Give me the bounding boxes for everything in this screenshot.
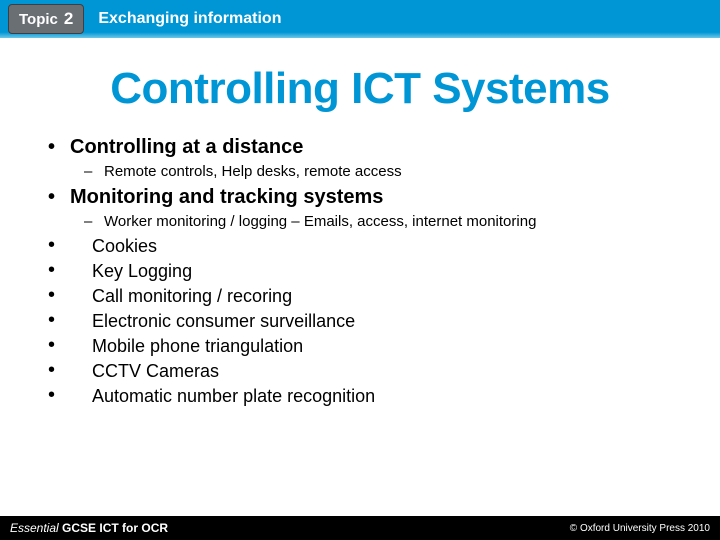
sub-bullet: Remote controls, Help desks, remote acce… — [44, 163, 676, 180]
topic-badge: Topic 2 — [8, 4, 84, 34]
main-bullet: Monitoring and tracking systems — [44, 186, 676, 209]
footer-left: Essential GCSE ICT for OCR — [10, 521, 168, 535]
header-title: Exchanging information — [98, 10, 281, 28]
slide-title: Controlling ICT Systems — [0, 64, 720, 114]
list-bullet: Cookies — [44, 236, 676, 257]
header-bar: Topic 2 Exchanging information — [0, 0, 720, 38]
footer-copyright: © Oxford University Press 2010 — [570, 523, 710, 534]
sub-bullet: Worker monitoring / logging – Emails, ac… — [44, 213, 676, 230]
topic-label: Topic — [19, 11, 58, 28]
main-bullet: Controlling at a distance — [44, 136, 676, 159]
list-bullet: Call monitoring / recoring — [44, 286, 676, 307]
topic-number: 2 — [64, 9, 73, 29]
list-bullet: Electronic consumer surveillance — [44, 311, 676, 332]
list-bullet: Automatic number plate recognition — [44, 386, 676, 407]
list-bullet: Key Logging — [44, 261, 676, 282]
list-bullet: Mobile phone triangulation — [44, 336, 676, 357]
footer-bar: Essential GCSE ICT for OCR © Oxford Univ… — [0, 516, 720, 540]
list-bullet: CCTV Cameras — [44, 361, 676, 382]
footer-brand-italic: Essential — [10, 521, 59, 535]
slide-content: Controlling at a distance Remote control… — [0, 136, 720, 407]
footer-brand-bold: GCSE ICT for OCR — [59, 521, 168, 535]
